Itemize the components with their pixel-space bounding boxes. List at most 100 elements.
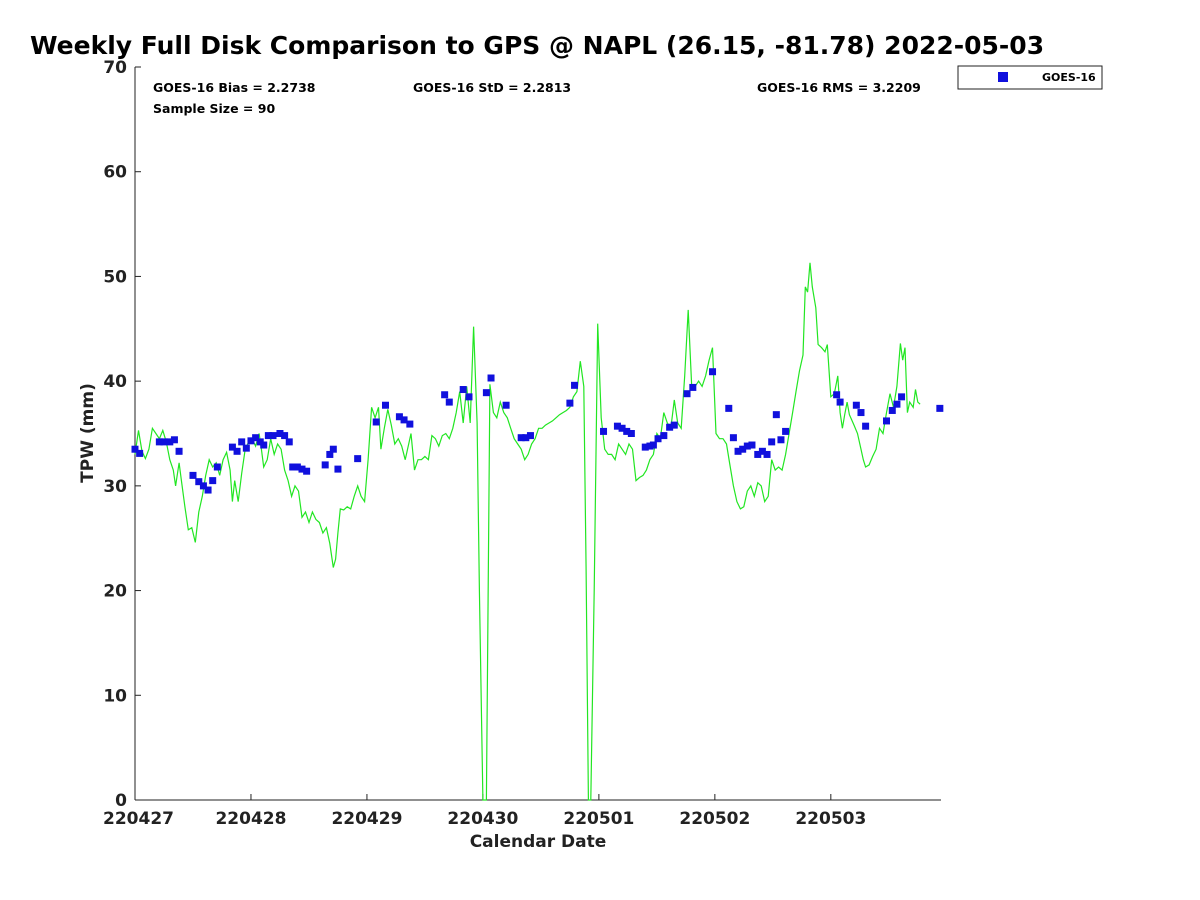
goes16-point bbox=[445, 398, 453, 406]
goes16-point bbox=[670, 421, 678, 429]
goes16-point bbox=[326, 450, 334, 458]
y-tick-label: 30 bbox=[103, 477, 127, 497]
sample-size-stat: Sample Size = 90 bbox=[153, 101, 275, 116]
goes16-point bbox=[372, 418, 380, 426]
goes16-point bbox=[285, 438, 293, 446]
goes16-point bbox=[660, 432, 668, 440]
goes16-point bbox=[600, 427, 608, 435]
goes16-point bbox=[289, 463, 297, 471]
goes16-point bbox=[641, 443, 649, 451]
chart-title: Weekly Full Disk Comparison to GPS @ NAP… bbox=[30, 31, 1044, 60]
gps-series-line bbox=[134, 262, 921, 801]
goes16-point bbox=[882, 417, 890, 425]
goes16-point bbox=[758, 447, 766, 455]
x-ticks: 220427 220428 220429 220430 220501 220502 2205… bbox=[103, 794, 866, 829]
goes16-point bbox=[298, 465, 306, 473]
goes16-point bbox=[406, 420, 414, 428]
goes16-point bbox=[566, 399, 574, 407]
goes16-point bbox=[276, 430, 284, 437]
x-tick-label: 220428 bbox=[215, 809, 286, 829]
goes16-point bbox=[465, 393, 473, 401]
goes16-point bbox=[517, 434, 525, 442]
goes16-point bbox=[264, 432, 272, 440]
y-tick-label: 40 bbox=[103, 372, 127, 392]
goes16-point bbox=[381, 401, 389, 409]
plot-area bbox=[134, 67, 941, 801]
y-tick-label: 0 bbox=[115, 791, 127, 811]
goes16-point bbox=[131, 445, 139, 453]
goes16-point bbox=[199, 482, 207, 490]
goes16-point bbox=[228, 443, 236, 451]
goes16-point bbox=[526, 432, 534, 440]
goes16-point bbox=[233, 447, 241, 455]
goes16-point bbox=[836, 398, 844, 406]
goes16-point bbox=[441, 391, 449, 399]
goes16-point bbox=[898, 393, 906, 401]
x-tick-label: 220427 bbox=[103, 809, 174, 829]
goes16-point bbox=[400, 416, 408, 424]
goes16-point bbox=[763, 450, 771, 458]
goes16-point bbox=[627, 430, 635, 437]
goes16-point bbox=[175, 447, 183, 455]
goes16-point bbox=[522, 434, 530, 442]
goes16-point bbox=[242, 444, 250, 452]
goes16-point bbox=[666, 423, 674, 431]
goes16-point bbox=[281, 432, 289, 440]
goes16-point bbox=[734, 447, 742, 455]
goes16-point bbox=[213, 463, 221, 471]
goes16-point bbox=[754, 450, 762, 458]
y-axis-label: TPW (mm) bbox=[78, 383, 98, 483]
rms-stat: GOES-16 RMS = 3.2209 bbox=[757, 80, 921, 95]
goes16-series bbox=[131, 368, 944, 494]
goes16-point bbox=[354, 455, 362, 463]
goes16-point bbox=[571, 381, 579, 389]
y-ticks: 0 10 20 30 40 50 60 70 bbox=[103, 58, 141, 811]
goes16-point bbox=[166, 438, 174, 446]
goes16-point bbox=[893, 400, 901, 408]
legend-goes16-label: GOES-16 bbox=[1042, 71, 1096, 84]
goes16-point bbox=[136, 449, 144, 457]
goes16-point bbox=[936, 404, 944, 412]
y-tick-label: 70 bbox=[103, 58, 127, 78]
goes16-point bbox=[195, 478, 203, 486]
goes16-point bbox=[623, 427, 631, 435]
goes16-point bbox=[209, 477, 217, 485]
goes16-point bbox=[748, 441, 756, 449]
goes16-point bbox=[618, 424, 626, 432]
goes16-point bbox=[269, 432, 277, 440]
goes16-point bbox=[334, 465, 342, 473]
goes16-point bbox=[252, 434, 260, 442]
goes16-point bbox=[743, 442, 751, 450]
gps-series bbox=[134, 262, 921, 801]
goes16-point bbox=[857, 409, 865, 417]
goes16-point bbox=[303, 467, 311, 475]
goes16-point bbox=[260, 441, 268, 449]
goes16-point bbox=[613, 422, 621, 430]
x-tick-label: 220429 bbox=[331, 809, 402, 829]
goes16-point bbox=[777, 436, 785, 444]
goes16-point bbox=[502, 401, 510, 409]
goes16-point bbox=[833, 391, 841, 399]
goes16-point bbox=[683, 390, 691, 398]
goes16-point bbox=[189, 471, 197, 479]
goes16-point bbox=[852, 401, 860, 409]
goes16-point bbox=[725, 404, 733, 412]
goes16-point bbox=[888, 406, 896, 414]
goes16-point bbox=[649, 441, 657, 449]
goes16-point bbox=[482, 389, 490, 397]
goes16-point bbox=[160, 438, 168, 446]
x-tick-label: 220502 bbox=[679, 809, 750, 829]
goes16-point bbox=[395, 413, 403, 421]
legend-goes16-marker bbox=[998, 72, 1008, 82]
goes16-point bbox=[862, 422, 870, 430]
goes16-point bbox=[329, 445, 337, 453]
y-tick-label: 50 bbox=[103, 267, 127, 287]
std-stat: GOES-16 StD = 2.2813 bbox=[413, 80, 571, 95]
goes16-point bbox=[459, 386, 467, 394]
goes16-point bbox=[729, 434, 737, 442]
goes16-point bbox=[247, 437, 255, 445]
goes16-point bbox=[155, 438, 163, 446]
goes16-point bbox=[709, 368, 717, 376]
goes16-point bbox=[768, 438, 776, 446]
